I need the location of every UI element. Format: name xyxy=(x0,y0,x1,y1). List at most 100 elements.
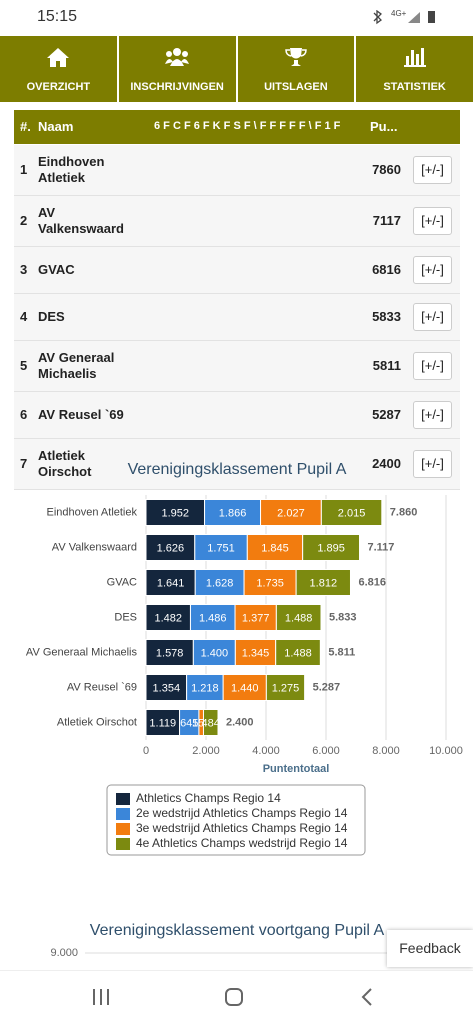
rank: 3 xyxy=(20,262,28,277)
nav-tab[interactable]: STATISTIEK xyxy=(356,36,473,102)
total-label: 5.287 xyxy=(313,681,341,693)
bar-segment xyxy=(145,604,191,631)
points: 7860 xyxy=(372,162,401,177)
bar-segment xyxy=(145,534,196,561)
toggle-button[interactable]: [+/-] xyxy=(413,207,452,235)
chart-title: Verenigingsklassement Pupil A xyxy=(128,461,347,478)
toggle-button[interactable]: [+/-] xyxy=(413,256,452,284)
bar-label: 1.845 xyxy=(261,542,289,554)
header-cell: #. xyxy=(20,119,31,134)
bar-label: 1.628 xyxy=(206,577,234,589)
header-cell: 6 F C F 6 F K F S F \ F F F F F \ F 1 F xyxy=(154,120,341,132)
system-nav-icons xyxy=(93,988,372,1006)
bar-segment xyxy=(234,604,277,631)
bar-label: 1.377 xyxy=(242,612,270,624)
legend-swatch xyxy=(116,838,130,850)
bar-label: 1.486 xyxy=(199,612,227,624)
table-row: 3 GVAC 6816 [+/-] xyxy=(14,247,460,294)
toggle-button[interactable]: [+/-] xyxy=(413,401,452,429)
bar-segment xyxy=(194,534,248,561)
bar-label: 1.751 xyxy=(207,542,235,554)
y-tick-label: GVAC xyxy=(107,576,137,588)
header-cell: Naam xyxy=(38,119,74,134)
bar-label: 1.578 xyxy=(156,647,184,659)
bar-label: 2.015 xyxy=(338,507,366,519)
bar-segment xyxy=(302,534,361,561)
system-nav xyxy=(0,970,473,1025)
bar-label: 1.952 xyxy=(162,507,190,519)
bar-label: 1.345 xyxy=(242,647,270,659)
bar-segment xyxy=(145,709,181,736)
legend-box xyxy=(106,784,366,856)
table-row: 7 Atletiek Oirschot 2400 [+/-] xyxy=(14,439,460,490)
nav-label: STATISTIEK xyxy=(383,81,446,93)
legend-swatch xyxy=(116,793,130,805)
club-name: AV Generaal Michaelis xyxy=(38,350,115,381)
time: 15:15 xyxy=(37,8,78,25)
x-tick-label: 10.000 xyxy=(429,745,463,757)
bar-segment xyxy=(275,604,322,631)
bar-label: 484 xyxy=(202,717,220,729)
bar-label: 1.812 xyxy=(310,577,338,589)
x-tick-label: 2.000 xyxy=(192,745,220,757)
bar-segment xyxy=(202,709,219,736)
nav-bar: OVERZICHT INSCHRIJVINGEN UITSLAGEN STATI… xyxy=(0,36,473,102)
bar-label: 1.218 xyxy=(191,682,219,694)
y-tick-label: AV Generaal Michaelis xyxy=(26,646,138,658)
bar-label: 1.488 xyxy=(285,612,313,624)
bar-label: 1.440 xyxy=(231,682,259,694)
bar-segment xyxy=(189,604,236,631)
nav-tab[interactable]: UITSLAGEN xyxy=(237,36,355,102)
legend-label: 3e wedstrijd Athletics Champs Regio 14 xyxy=(136,821,348,835)
status-icons xyxy=(373,10,435,25)
y-tick-label: Atletiek Oirschot xyxy=(57,716,137,728)
total-label: 7.117 xyxy=(368,541,395,553)
points: 2400 xyxy=(372,456,401,471)
nav-tab[interactable]: OVERZICHT xyxy=(0,36,117,102)
club-name: AV Valkenswaard xyxy=(38,205,124,236)
table-row: 4 DES 5833 [+/-] xyxy=(14,294,460,341)
legend-swatch xyxy=(116,808,130,820)
bar-segment xyxy=(186,674,224,701)
total-label: 2.400 xyxy=(226,716,254,728)
bar-label: 1.735 xyxy=(256,577,284,589)
club-name: DES xyxy=(38,309,65,324)
club-name: Atletiek Oirschot xyxy=(38,448,92,479)
toggle-button[interactable]: [+/-] xyxy=(413,352,452,380)
total-label: 5.833 xyxy=(329,611,357,623)
bar-segment xyxy=(260,499,322,526)
rank: 5 xyxy=(20,358,28,373)
rank: 2 xyxy=(20,213,28,228)
points: 5833 xyxy=(372,309,401,324)
bar-segment xyxy=(145,674,188,701)
bar-label: 1.895 xyxy=(317,542,345,554)
feedback-button[interactable]: Feedback xyxy=(387,930,473,967)
club-name: Eindhoven Atletiek xyxy=(38,154,105,185)
points: 6816 xyxy=(372,262,401,277)
table-row: 6 AV Reusel `69 5287 [+/-] xyxy=(14,392,460,439)
bar-label: 1.275 xyxy=(272,682,300,694)
rank: 4 xyxy=(20,309,28,324)
status-bar: 15:15 4G+ xyxy=(0,0,473,35)
toggle-button[interactable]: [+/-] xyxy=(413,156,452,184)
rank: 7 xyxy=(20,456,28,471)
toggle-button[interactable]: [+/-] xyxy=(413,450,452,478)
legend-label: Athletics Champs Regio 14 xyxy=(136,791,281,805)
toggle-button[interactable]: [+/-] xyxy=(413,303,452,331)
nav-tab[interactable]: INSCHRIJVINGEN xyxy=(118,36,236,102)
bar-label: 1.400 xyxy=(201,647,229,659)
bar-segment xyxy=(295,569,351,596)
bar-segment xyxy=(222,674,267,701)
bar-label: 1.488 xyxy=(284,647,312,659)
table-row: 2 AV Valkenswaard 7117 [+/-] xyxy=(14,196,460,247)
points: 5287 xyxy=(372,407,401,422)
bar-segment xyxy=(194,569,245,596)
points: 5811 xyxy=(372,358,401,373)
rank: 1 xyxy=(20,162,28,177)
table-header: #. Naam 6 F C F 6 F K F S F \ F F F F F … xyxy=(14,110,460,144)
y-tick-label: AV Reusel `69 xyxy=(67,681,137,693)
bar-label: 1.119 xyxy=(149,717,176,729)
legend-swatch xyxy=(116,823,130,835)
table-row: 5 AV Generaal Michaelis 5811 [+/-] xyxy=(14,341,460,392)
x-axis-title: Puntentotaal xyxy=(263,763,330,775)
